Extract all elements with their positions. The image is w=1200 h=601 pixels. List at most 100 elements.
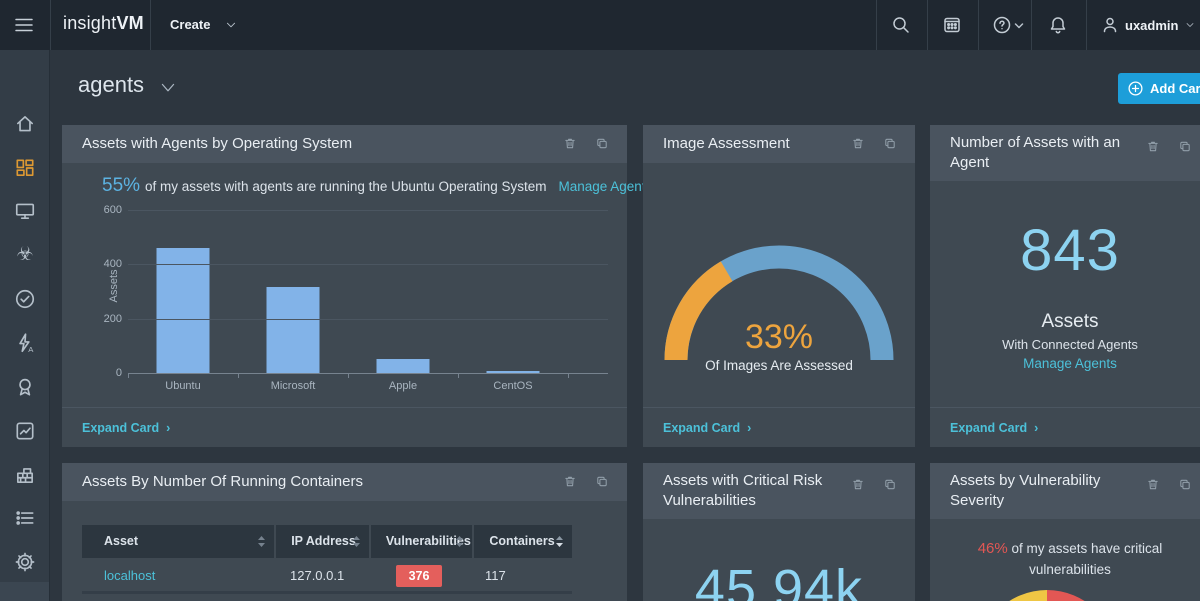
ip-cell: 127.0.0.1: [290, 568, 345, 583]
settings-gear-icon[interactable]: [14, 551, 36, 573]
card-title: Assets with Agents by Operating System: [82, 135, 353, 152]
card-title: Assets by Vulnerability Severity: [950, 472, 1101, 509]
card-assets-by-os: Assets with Agents by Operating System 5…: [62, 125, 652, 447]
menu-icon[interactable]: [13, 15, 37, 35]
monitor-icon[interactable]: [14, 200, 36, 222]
bar-microsoft[interactable]: [266, 287, 320, 373]
brand-logo[interactable]: insightVM: [63, 13, 144, 33]
card-vuln-severity: Assets by Vulnerability Severity 46% of …: [930, 463, 1200, 601]
copy-icon[interactable]: [595, 136, 609, 151]
column-header-ip[interactable]: IP Address: [276, 525, 369, 558]
gridline: [128, 264, 608, 266]
cell: [470, 596, 568, 601]
chevron-down-icon: [1014, 23, 1024, 29]
automation-icon[interactable]: A: [14, 332, 36, 354]
x-category-label: CentOS: [493, 380, 533, 392]
manage-agents-link[interactable]: Manage Agents: [1023, 356, 1117, 371]
trash-icon[interactable]: [563, 474, 577, 489]
y-tick-label: 200: [103, 312, 122, 325]
sidebar-footer: [0, 582, 49, 601]
trash-icon[interactable]: [1146, 477, 1160, 492]
manage-agents-link[interactable]: Manage Agents: [558, 179, 653, 194]
dashboard-icon[interactable]: [14, 157, 36, 179]
page-title[interactable]: agents: [78, 72, 145, 97]
apps-grid-icon[interactable]: [942, 15, 962, 35]
plus-circle-icon: [1128, 81, 1143, 96]
sort-icon: [456, 536, 464, 547]
card-footer: Expand Card ›: [643, 407, 915, 447]
divider: [1086, 0, 1087, 50]
expand-card-link[interactable]: Expand Card ›: [82, 421, 171, 435]
y-tick-label: 600: [103, 204, 122, 216]
y-tick-label: 0: [115, 367, 122, 379]
sort-icon: [258, 536, 266, 547]
sidebar-nav: ☣ A: [0, 50, 50, 601]
table-body: localhost 127.0.0.1 376 117: [82, 560, 572, 601]
vulnerabilities-badge[interactable]: 376: [396, 565, 442, 587]
table-row-partial[interactable]: [82, 596, 572, 601]
gridline: [128, 318, 608, 320]
bar-slot: Microsoft: [238, 210, 348, 392]
card-header: Number of Assets with an Agent: [930, 125, 1200, 181]
bar-chart: Assets Ubuntu Microsoft Apple CentOS 600 400…: [104, 204, 608, 392]
card-critical-risk: Assets with Critical Risk Vulnerabilitie…: [643, 463, 915, 601]
bar-slot: Ubuntu: [128, 210, 238, 392]
divider: [978, 0, 979, 50]
search-icon[interactable]: [891, 15, 911, 35]
x-category-label: Apple: [388, 380, 418, 392]
copy-icon[interactable]: [883, 136, 897, 151]
table-row[interactable]: localhost 127.0.0.1 376 117: [82, 560, 572, 594]
create-button[interactable]: Create: [170, 17, 238, 32]
user-name: uxadmin: [1125, 18, 1179, 33]
trash-icon[interactable]: [851, 136, 865, 151]
bell-icon[interactable]: [1048, 15, 1068, 35]
award-icon[interactable]: [14, 376, 36, 398]
add-card-button[interactable]: Add Card: [1118, 73, 1200, 104]
chevron-down-icon: [1186, 23, 1194, 27]
assets-building-icon[interactable]: [14, 464, 36, 486]
divider: [50, 0, 51, 50]
x-tick-mark: [128, 373, 129, 378]
card-title: Assets By Number Of Running Containers: [82, 473, 363, 490]
check-circle-icon[interactable]: [14, 288, 36, 310]
table-header-row: Asset IP Address Vulnerabilities Contain…: [82, 525, 572, 558]
pie-chart: [977, 590, 1117, 601]
card-footer: Expand Card ›: [62, 407, 627, 447]
copy-icon[interactable]: [1178, 477, 1192, 492]
stat-value: 55%: [102, 175, 141, 196]
trash-icon[interactable]: [851, 477, 865, 492]
cell: [82, 596, 275, 601]
card-footer: Expand Card ›: [930, 407, 1200, 447]
divider: [876, 0, 877, 50]
agent-count-value: 843: [1020, 218, 1120, 283]
x-axis-line: [128, 373, 608, 374]
top-nav: insightVM Create uxadmin: [0, 0, 1200, 50]
divider: [1031, 0, 1032, 50]
x-tick-mark: [458, 373, 459, 378]
gauge-caption: Of Images Are Assessed: [705, 358, 853, 373]
chevron-down-icon[interactable]: [160, 82, 176, 94]
y-tick-label: 400: [103, 258, 122, 271]
list-icon[interactable]: [14, 507, 36, 529]
copy-icon[interactable]: [883, 477, 897, 492]
copy-icon[interactable]: [1178, 139, 1192, 154]
bar-centos[interactable]: [486, 371, 540, 373]
column-header-containers[interactable]: Containers: [474, 525, 572, 558]
expand-card-link[interactable]: Expand Card ›: [950, 421, 1039, 435]
column-header-asset[interactable]: Asset: [82, 525, 275, 558]
help-icon[interactable]: [992, 15, 1012, 35]
home-icon[interactable]: [14, 113, 36, 135]
bar-ubuntu[interactable]: [156, 248, 210, 373]
card-header: Assets By Number Of Running Containers: [62, 463, 627, 501]
severity-stat-line: 46% of my assets have critical vulnerabi…: [945, 538, 1195, 580]
report-chart-icon[interactable]: [14, 420, 36, 442]
trash-icon[interactable]: [1146, 139, 1160, 154]
trash-icon[interactable]: [563, 136, 577, 151]
column-header-vulnerabilities[interactable]: Vulnerabilities: [370, 525, 473, 558]
biohazard-icon[interactable]: ☣: [16, 244, 34, 265]
asset-link[interactable]: localhost: [104, 568, 156, 583]
bar-apple[interactable]: [376, 359, 430, 373]
card-title: Image Assessment: [663, 135, 790, 152]
expand-card-link[interactable]: Expand Card ›: [663, 421, 752, 435]
copy-icon[interactable]: [595, 474, 609, 489]
